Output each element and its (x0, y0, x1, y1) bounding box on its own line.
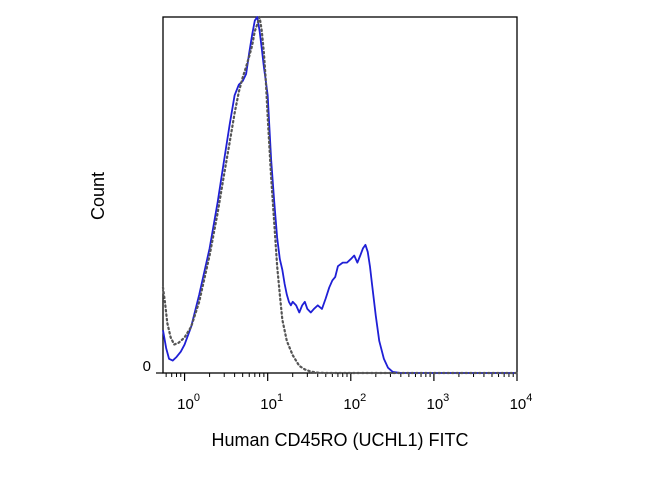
y-tick-label: 0 (143, 358, 151, 375)
series-layer (161, 15, 519, 375)
control-histogram-line (161, 15, 519, 375)
x-tick-label: 102 (343, 392, 366, 413)
x-axis-label: Human CD45RO (UCHL1) FITC (211, 430, 468, 450)
y-axis-label: Count (88, 172, 108, 220)
plot-frame (162, 16, 518, 374)
stained-histogram-line (162, 16, 517, 374)
x-tick-label: 101 (260, 392, 283, 413)
x-tick-label: 103 (426, 392, 449, 413)
axis-ticks (156, 372, 518, 381)
axis-tick-labels: 100 101 102 103 104 0 (143, 358, 533, 413)
x-tick-label: 104 (510, 392, 533, 413)
x-tick-label: 100 (177, 392, 200, 413)
